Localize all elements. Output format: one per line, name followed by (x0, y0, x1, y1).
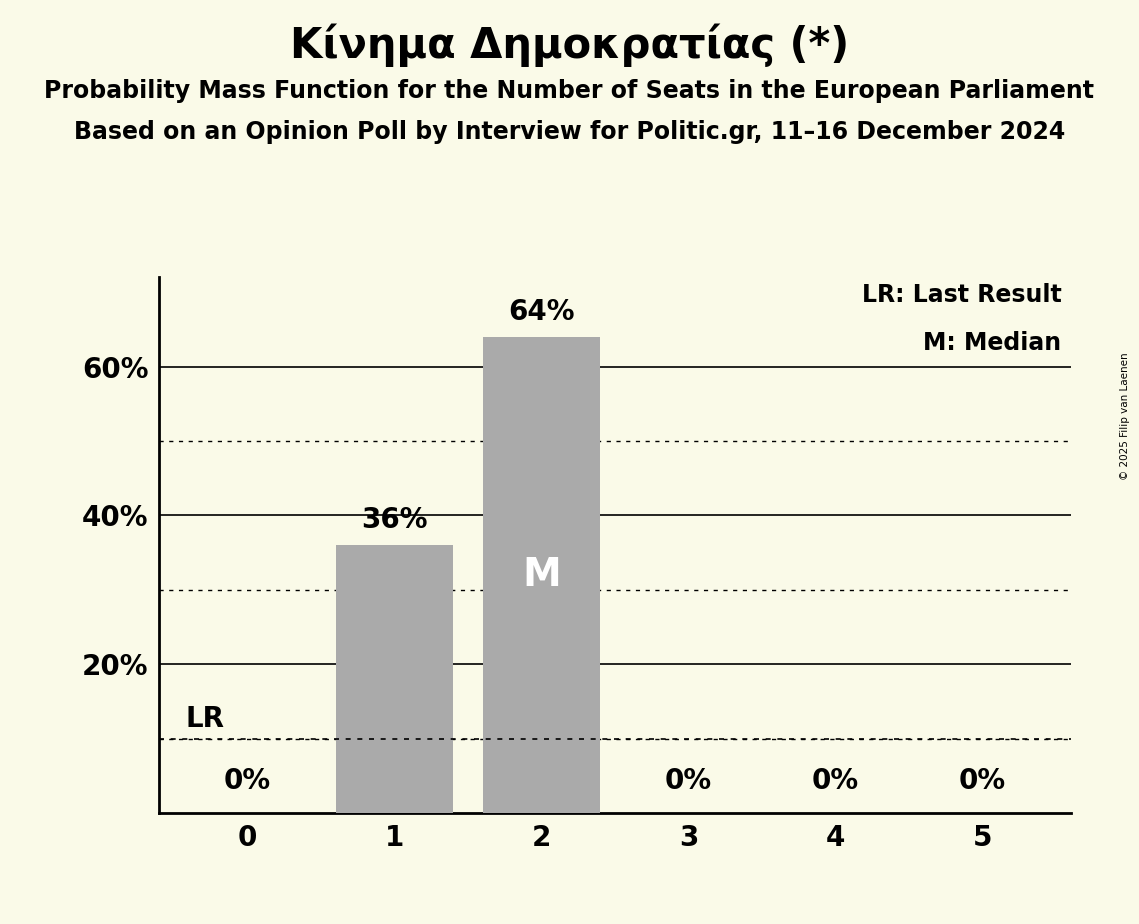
Text: © 2025 Filip van Laenen: © 2025 Filip van Laenen (1120, 352, 1130, 480)
Text: LR: LR (186, 705, 224, 733)
Text: M: Median: M: Median (924, 331, 1062, 355)
Bar (336, 545, 453, 813)
Text: 0%: 0% (812, 767, 859, 795)
Text: LR: Last Result: LR: Last Result (862, 283, 1062, 307)
Text: Based on an Opinion Poll by Interview for Politic.gr, 11–16 December 2024: Based on an Opinion Poll by Interview fo… (74, 120, 1065, 144)
Text: 64%: 64% (508, 298, 575, 325)
Text: 36%: 36% (361, 506, 428, 534)
Text: M: M (522, 556, 560, 594)
Bar (483, 336, 600, 813)
Text: Probability Mass Function for the Number of Seats in the European Parliament: Probability Mass Function for the Number… (44, 79, 1095, 103)
Text: Κίνημα Δημοκρατίας (*): Κίνημα Δημοκρατίας (*) (289, 23, 850, 67)
Text: 0%: 0% (665, 767, 712, 795)
Text: 0%: 0% (224, 767, 271, 795)
Text: 0%: 0% (959, 767, 1006, 795)
